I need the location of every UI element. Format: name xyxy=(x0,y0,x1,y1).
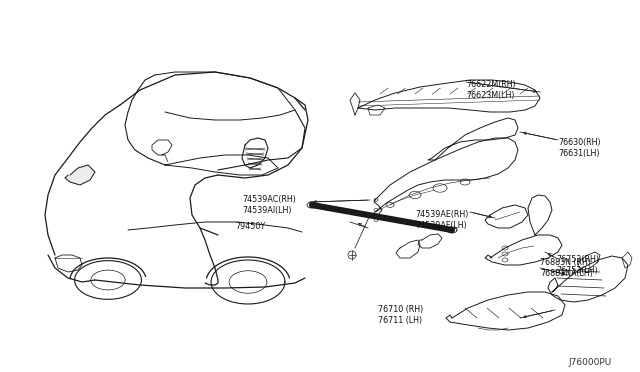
Text: 76622M(RH)
76623M(LH): 76622M(RH) 76623M(LH) xyxy=(466,80,516,100)
Text: 76630(RH)
76631(LH): 76630(RH) 76631(LH) xyxy=(558,138,600,158)
Text: 74539AC(RH)
74539AI(LH): 74539AC(RH) 74539AI(LH) xyxy=(242,195,296,215)
Text: 76752(RH)
76753(LH): 76752(RH) 76753(LH) xyxy=(556,255,599,275)
Text: 74539AE(RH)
74539AF(LH): 74539AE(RH) 74539AF(LH) xyxy=(415,210,468,230)
Text: 76710 (RH)
76711 (LH): 76710 (RH) 76711 (LH) xyxy=(378,305,423,325)
Text: 79450Y: 79450Y xyxy=(235,222,265,231)
Text: 76883N (RH)
76883NA(LH): 76883N (RH) 76883NA(LH) xyxy=(540,258,593,278)
Polygon shape xyxy=(65,165,95,185)
Text: J76000PU: J76000PU xyxy=(569,358,612,367)
